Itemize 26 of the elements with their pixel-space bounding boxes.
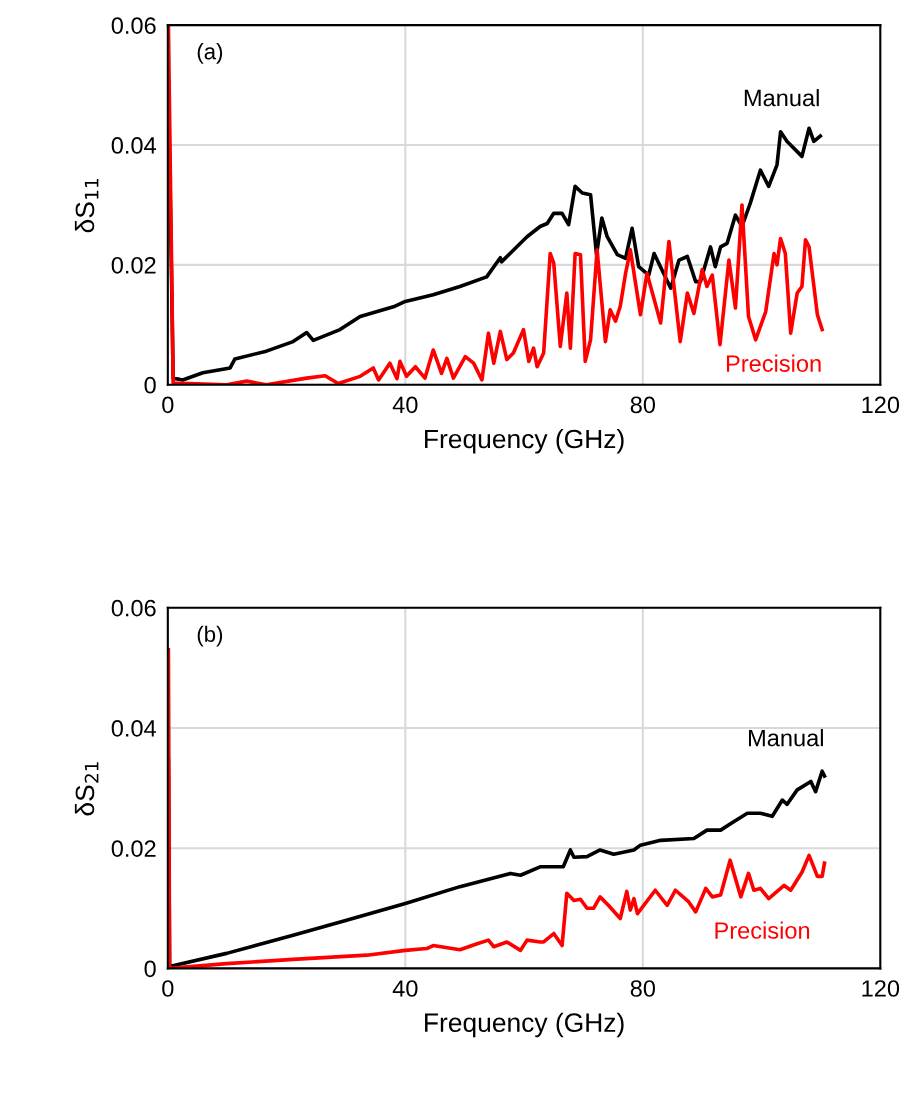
y-axis-title: δS$_{11}$ — [74, 179, 99, 233]
y-axis-title: δS$_{21}$ — [74, 762, 99, 816]
annotation: (a) — [197, 43, 223, 64]
x-tick-label: 80 — [630, 396, 656, 414]
x-tick-label: 0 — [162, 396, 174, 414]
y-tick-label: 0.04 — [111, 720, 157, 737]
series-label: Manual — [749, 729, 823, 747]
y-tick-label: 0.04 — [111, 137, 157, 154]
y-tick-label: 0.02 — [111, 256, 156, 274]
y-tick-label: 0.06 — [111, 599, 156, 617]
x-tick-label: 120 — [862, 396, 900, 414]
y-tick-label: 0 — [144, 376, 156, 394]
x-axis-title: Frequency (GHz) — [425, 1012, 624, 1038]
x-axis-title: Frequency (GHz) — [425, 428, 624, 454]
x-tick-label: 40 — [392, 980, 418, 997]
y-tick-label: 0.02 — [111, 840, 156, 857]
x-tick-label: 0 — [162, 980, 174, 997]
annotation: (b) — [197, 625, 223, 647]
series-label: Precision — [726, 354, 821, 372]
x-tick-label: 80 — [630, 980, 656, 997]
x-tick-label: 40 — [392, 396, 418, 414]
x-tick-label: 120 — [862, 980, 900, 997]
series-label: Precision — [715, 921, 810, 939]
y-tick-label: 0 — [144, 960, 156, 978]
series-label: Manual — [744, 89, 819, 107]
y-tick-label: 0.06 — [111, 17, 156, 34]
